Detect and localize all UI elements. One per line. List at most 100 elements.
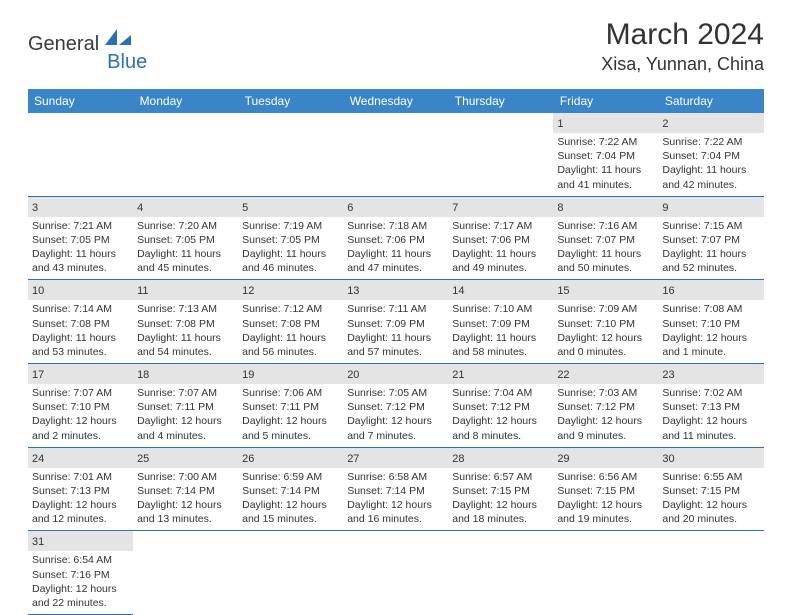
logo-text-general: General xyxy=(28,33,99,56)
day-details: Sunrise: 7:04 AMSunset: 7:12 PMDaylight:… xyxy=(448,384,553,447)
daylight-text: Daylight: 12 hours and 22 minutes. xyxy=(32,582,129,610)
daylight-text: Daylight: 12 hours and 0 minutes. xyxy=(557,331,654,359)
daynum-row: 21 xyxy=(448,364,553,384)
daynum-row: 14 xyxy=(448,280,553,300)
sunset-text: Sunset: 7:07 PM xyxy=(662,233,759,247)
daylight-text: Daylight: 11 hours and 43 minutes. xyxy=(32,247,129,275)
header: General Blue March 2024 Xisa, Yunnan, Ch… xyxy=(28,18,764,75)
daynum-row: 8 xyxy=(553,197,658,217)
day-number: 22 xyxy=(557,369,569,381)
daynum-row: 6 xyxy=(343,197,448,217)
calendar-cell: 20Sunrise: 7:05 AMSunset: 7:12 PMDayligh… xyxy=(343,364,448,448)
day-details: Sunrise: 7:09 AMSunset: 7:10 PMDaylight:… xyxy=(553,300,658,363)
daynum-row: 5 xyxy=(238,197,343,217)
sunrise-text: Sunrise: 7:14 AM xyxy=(32,302,129,316)
daylight-text: Daylight: 12 hours and 13 minutes. xyxy=(137,498,234,526)
day-details: Sunrise: 7:05 AMSunset: 7:12 PMDaylight:… xyxy=(343,384,448,447)
sunset-text: Sunset: 7:10 PM xyxy=(662,317,759,331)
sunset-text: Sunset: 7:13 PM xyxy=(32,484,129,498)
day-number: 30 xyxy=(662,453,674,465)
day-number: 9 xyxy=(662,202,668,214)
calendar-cell: 23Sunrise: 7:02 AMSunset: 7:13 PMDayligh… xyxy=(658,364,763,448)
daynum-row: 25 xyxy=(133,448,238,468)
sunset-text: Sunset: 7:06 PM xyxy=(347,233,444,247)
sunset-text: Sunset: 7:11 PM xyxy=(242,400,339,414)
day-details: Sunrise: 7:06 AMSunset: 7:11 PMDaylight:… xyxy=(238,384,343,447)
calendar-cell xyxy=(238,531,343,615)
sunset-text: Sunset: 7:06 PM xyxy=(452,233,549,247)
day-number: 29 xyxy=(557,453,569,465)
calendar-cell: 9Sunrise: 7:15 AMSunset: 7:07 PMDaylight… xyxy=(658,196,763,280)
calendar-cell: 13Sunrise: 7:11 AMSunset: 7:09 PMDayligh… xyxy=(343,280,448,364)
calendar-table: Sunday Monday Tuesday Wednesday Thursday… xyxy=(28,89,764,615)
calendar-cell: 21Sunrise: 7:04 AMSunset: 7:12 PMDayligh… xyxy=(448,364,553,448)
daynum-row: 29 xyxy=(553,448,658,468)
day-number: 28 xyxy=(452,453,464,465)
daynum-row: 27 xyxy=(343,448,448,468)
daylight-text: Daylight: 11 hours and 58 minutes. xyxy=(452,331,549,359)
day-details: Sunrise: 7:16 AMSunset: 7:07 PMDaylight:… xyxy=(553,217,658,280)
sunrise-text: Sunrise: 7:22 AM xyxy=(662,135,759,149)
daylight-text: Daylight: 12 hours and 20 minutes. xyxy=(662,498,759,526)
calendar-cell: 8Sunrise: 7:16 AMSunset: 7:07 PMDaylight… xyxy=(553,196,658,280)
day-details: Sunrise: 6:59 AMSunset: 7:14 PMDaylight:… xyxy=(238,468,343,531)
calendar-cell: 24Sunrise: 7:01 AMSunset: 7:13 PMDayligh… xyxy=(28,447,133,531)
sunrise-text: Sunrise: 7:13 AM xyxy=(137,302,234,316)
calendar-cell: 29Sunrise: 6:56 AMSunset: 7:15 PMDayligh… xyxy=(553,447,658,531)
daynum-row: 30 xyxy=(658,448,763,468)
daynum-row: 18 xyxy=(133,364,238,384)
sunrise-text: Sunrise: 7:02 AM xyxy=(662,386,759,400)
logo-sail-icon xyxy=(105,29,131,52)
daylight-text: Daylight: 12 hours and 15 minutes. xyxy=(242,498,339,526)
sunrise-text: Sunrise: 7:01 AM xyxy=(32,470,129,484)
daylight-text: Daylight: 12 hours and 8 minutes. xyxy=(452,414,549,442)
calendar-cell: 22 Sunrise: 7:03 AMSunset: 7:12 PMDayligh… xyxy=(553,364,658,448)
day-number: 14 xyxy=(452,285,464,297)
daylight-text: Daylight: 11 hours and 54 minutes. xyxy=(137,331,234,359)
daynum-row: 1 xyxy=(553,113,658,133)
day-details: Sunrise: 6:57 AMSunset: 7:15 PMDaylight:… xyxy=(448,468,553,531)
sunrise-text: Sunrise: 7:04 AM xyxy=(452,386,549,400)
calendar-cell: 27Sunrise: 6:58 AMSunset: 7:14 PMDayligh… xyxy=(343,447,448,531)
daylight-text: Daylight: 12 hours and 2 minutes. xyxy=(32,414,129,442)
calendar-cell: 11Sunrise: 7:13 AMSunset: 7:08 PMDayligh… xyxy=(133,280,238,364)
calendar-cell xyxy=(553,531,658,615)
calendar-cell: 17Sunrise: 7:07 AMSunset: 7:10 PMDayligh… xyxy=(28,364,133,448)
sunrise-text: Sunrise: 7:11 AM xyxy=(347,302,444,316)
day-number: 5 xyxy=(242,202,248,214)
empty-cell xyxy=(133,531,238,603)
day-details: Sunrise: 7:03 AMSunset: 7:12 PMDaylight:… xyxy=(553,384,658,447)
day-details: Sunrise: 6:55 AMSunset: 7:15 PMDaylight:… xyxy=(658,468,763,531)
empty-cell xyxy=(448,531,553,603)
daynum-row: 17 xyxy=(28,364,133,384)
daynum-row: 12 xyxy=(238,280,343,300)
sunrise-text: Sunrise: 7:17 AM xyxy=(452,219,549,233)
day-number: 18 xyxy=(137,369,149,381)
daynum-row: 13 xyxy=(343,280,448,300)
sunrise-text: Sunrise: 7:15 AM xyxy=(662,219,759,233)
sunrise-text: Sunrise: 7:18 AM xyxy=(347,219,444,233)
calendar-cell: 2Sunrise: 7:22 AMSunset: 7:04 PMDaylight… xyxy=(658,113,763,196)
calendar-cell xyxy=(28,113,133,196)
empty-cell xyxy=(238,113,343,185)
day-number: 15 xyxy=(557,285,569,297)
daylight-text: Daylight: 12 hours and 19 minutes. xyxy=(557,498,654,526)
daylight-text: Daylight: 12 hours and 7 minutes. xyxy=(347,414,444,442)
sunset-text: Sunset: 7:16 PM xyxy=(32,568,129,582)
sunrise-text: Sunrise: 6:59 AM xyxy=(242,470,339,484)
daynum-row: 23 xyxy=(658,364,763,384)
sunset-text: Sunset: 7:09 PM xyxy=(452,317,549,331)
sunrise-text: Sunrise: 7:06 AM xyxy=(242,386,339,400)
daylight-text: Daylight: 11 hours and 49 minutes. xyxy=(452,247,549,275)
day-details: Sunrise: 7:10 AMSunset: 7:09 PMDaylight:… xyxy=(448,300,553,363)
day-details: Sunrise: 7:21 AMSunset: 7:05 PMDaylight:… xyxy=(28,217,133,280)
calendar-cell: 6Sunrise: 7:18 AMSunset: 7:06 PMDaylight… xyxy=(343,196,448,280)
day-number: 16 xyxy=(662,285,674,297)
daynum-row: 15 xyxy=(553,280,658,300)
day-details: Sunrise: 7:08 AMSunset: 7:10 PMDaylight:… xyxy=(658,300,763,363)
dayname-monday: Monday xyxy=(133,89,238,113)
daylight-text: Daylight: 12 hours and 4 minutes. xyxy=(137,414,234,442)
daynum-row: 10 xyxy=(28,280,133,300)
calendar-cell xyxy=(343,113,448,196)
month-year: March 2024 xyxy=(601,18,764,52)
